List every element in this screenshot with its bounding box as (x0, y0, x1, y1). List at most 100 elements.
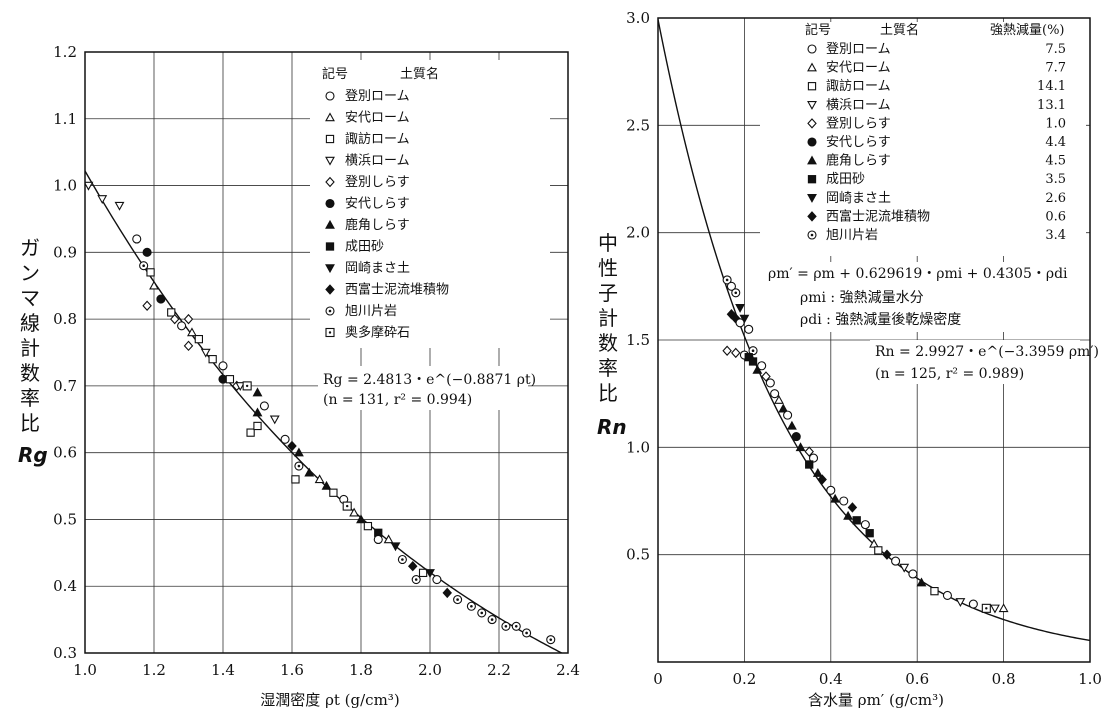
x-tick-label: 1.8 (349, 661, 373, 679)
data-point (522, 628, 532, 638)
data-point (187, 327, 197, 337)
y-tick-label: 1.5 (626, 331, 650, 349)
data-point (291, 475, 300, 484)
legend-marker (325, 176, 335, 188)
data-point (990, 604, 1000, 614)
data-point (795, 442, 806, 452)
data-point (200, 348, 211, 358)
data-point (908, 569, 918, 579)
data-point (869, 538, 879, 548)
left-y-label-char: 率 (20, 386, 40, 410)
data-point (765, 378, 775, 388)
data-point (114, 201, 125, 211)
data-point (177, 321, 187, 331)
legend-label: 旭川片岩 (826, 228, 878, 243)
data-point (466, 601, 476, 611)
y-tick-label: 0.9 (53, 243, 77, 261)
legend-label: 登別しらす (345, 175, 410, 190)
left-x-ticks: 1.0 1.2 1.4 1.6 1.8 2.0 2.2 2.4 (73, 661, 580, 679)
legend-label: 鹿角しらす (345, 217, 410, 233)
data-point (805, 460, 814, 469)
right-definitions: ρm′ = ρm + 0.629619・ρmi + 0.4305・ρdi ρmi… (762, 262, 1084, 332)
legend-label: 登別ローム (826, 42, 891, 57)
legend-marker (325, 134, 335, 144)
data-point (167, 308, 176, 317)
data-point (287, 440, 297, 452)
data-point (930, 587, 939, 596)
left-y-ticks: 0.3 0.4 0.5 0.6 0.7 0.8 0.9 1.0 1.1 1.2 (53, 43, 77, 662)
data-point (329, 488, 338, 497)
legend-label: 登別ローム (345, 89, 410, 104)
data-point (830, 493, 841, 503)
legend-label: 旭川片岩 (345, 304, 397, 319)
left-equation-stats: (n = 131, r² = 0.994) (323, 392, 472, 408)
right-y-label-char: 子 (598, 281, 618, 305)
legend-marker (807, 211, 817, 222)
legend-marker (325, 284, 335, 295)
legend-label: 諏訪ローム (826, 78, 891, 94)
data-point (735, 304, 746, 313)
left-y-label-symbol: Rg (18, 443, 48, 467)
legend-marker (807, 175, 817, 184)
data-point (132, 234, 142, 244)
data-point (899, 563, 910, 573)
data-point (812, 467, 823, 477)
data-point (752, 364, 763, 374)
data-point (774, 394, 784, 404)
data-point (269, 415, 280, 425)
legend-marker (325, 91, 335, 101)
y-tick-label: 0.5 (626, 546, 650, 564)
data-point (778, 403, 789, 413)
data-point (786, 420, 797, 430)
y-tick-label: 0.4 (53, 577, 77, 595)
right-y-label-char: 中 (598, 231, 618, 255)
legend-marker (807, 194, 817, 203)
right-chart: 0 0.2 0.4 0.6 0.8 1.0 0.5 1.0 1.5 2.0 2.5 3.0 中 性 … (597, 9, 1102, 709)
y-tick-label: 2.5 (626, 116, 650, 134)
data-point (453, 595, 463, 605)
legend-marker (807, 137, 817, 147)
data-point (252, 387, 263, 397)
right-y-label-char: 計 (598, 306, 618, 330)
data-point (294, 461, 304, 471)
right-y-label-char: 数 (598, 331, 618, 355)
y-tick-label: 3.0 (626, 9, 650, 27)
data-point (501, 621, 511, 631)
data-point (183, 340, 194, 352)
right-x-ticks: 0 0.2 0.4 0.6 0.8 1.0 (653, 670, 1102, 688)
left-y-label-char: マ (20, 286, 40, 310)
data-point (383, 534, 394, 544)
data-point (874, 546, 883, 555)
data-point (808, 453, 819, 463)
y-tick-label: 0.5 (53, 510, 77, 528)
data-point (225, 375, 235, 384)
right-definition-line: ρm′ = ρm + 0.629619・ρmi + 0.4305・ρdi (768, 266, 1068, 282)
left-points (85, 181, 556, 645)
right-legend-header-name: 土質名 (880, 22, 919, 38)
legend-marker (325, 306, 335, 316)
right-plot-frame (657, 17, 1091, 663)
right-y-label-char: 比 (598, 381, 618, 405)
y-tick-label: 0.7 (53, 377, 77, 395)
x-tick-label: 0.6 (905, 670, 929, 688)
data-point (770, 389, 780, 399)
data-point (139, 261, 149, 271)
legend-label: 成田砂 (826, 172, 865, 187)
x-tick-label: 1.6 (280, 661, 304, 679)
data-point (804, 446, 814, 457)
legend-marker (807, 62, 817, 72)
legend-label: 奥多摩砕石 (345, 325, 410, 341)
data-point (321, 480, 332, 490)
data-point (826, 485, 836, 495)
right-equation-box: Rn = 2.9927・e^(−3.3959 ρm′) (n = 125, r²… (870, 340, 1099, 384)
legend-label: 安代ローム (345, 111, 410, 126)
data-point (722, 345, 732, 356)
data-point (418, 568, 428, 578)
legend-marker (325, 219, 335, 229)
left-y-label-char: 比 (20, 411, 40, 435)
right-y-label: 中 性 子 計 数 率 比 Rn (597, 231, 627, 439)
left-fit-curve (85, 169, 564, 653)
x-tick-label: 2.0 (418, 661, 442, 679)
x-tick-label: 1.0 (1078, 670, 1102, 688)
data-point (882, 549, 892, 560)
